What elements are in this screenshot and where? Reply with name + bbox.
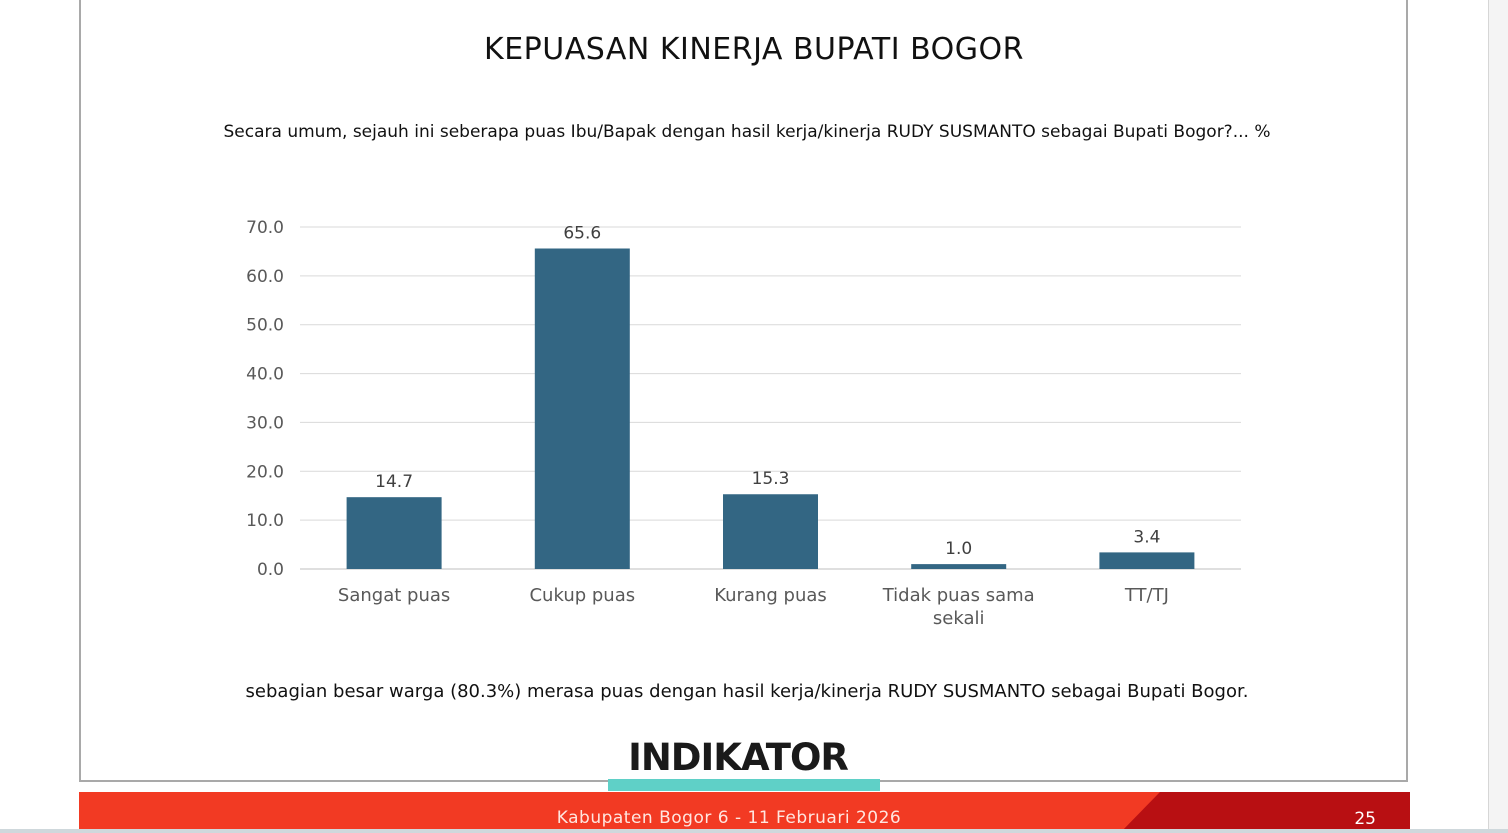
x-category-label: Tidak puas sama sekali	[882, 585, 1035, 629]
x-category-label: Sangat puas	[338, 585, 450, 606]
slide-title: KEPUASAN KINERJA BUPATI BOGOR	[484, 32, 1024, 67]
y-tick-label: 20.0	[246, 462, 284, 482]
bar	[723, 494, 818, 569]
footer-bar: Kabupaten Bogor 6 - 11 Februari 2026 25	[79, 792, 1410, 833]
survey-question: Secara umum, sejauh ini seberapa puas Ib…	[223, 122, 1271, 142]
page-number: 25	[1354, 809, 1376, 829]
y-tick-label: 50.0	[246, 316, 284, 336]
data-label: 15.3	[752, 469, 790, 489]
x-category-label: Kurang puas	[714, 585, 827, 606]
data-label: 3.4	[1133, 527, 1160, 547]
x-category-label: TT/TJ	[1124, 585, 1169, 606]
x-category-label: Cukup puas	[529, 585, 635, 606]
footer-accent-shape	[1120, 792, 1410, 833]
bar	[1099, 552, 1195, 569]
bar	[346, 497, 442, 569]
x-category-label-line: sekali	[933, 608, 985, 629]
x-category-label-line: Tidak puas sama	[882, 585, 1035, 606]
bar	[534, 248, 630, 570]
bar-chart: 0.0 10.0 20.0 30.0 40.0 50.0 60.0 70.0 14.7 Sanga…	[246, 218, 1241, 629]
y-tick-label: 0.0	[257, 560, 284, 580]
x-category-label-line: Kurang puas	[714, 585, 827, 606]
x-category-label-line: Cukup puas	[529, 585, 635, 606]
data-label: 65.6	[563, 223, 601, 243]
data-label: 14.7	[375, 472, 413, 492]
y-tick-label: 30.0	[246, 413, 284, 433]
chart-conclusion-note: sebagian besar warga (80.3%) merasa puas…	[245, 681, 1249, 702]
y-tick-label: 10.0	[246, 511, 284, 531]
data-label: 1.0	[945, 539, 972, 559]
footer-survey-info: Kabupaten Bogor 6 - 11 Februari 2026	[556, 808, 902, 828]
window-scrollbar-gutter	[1488, 0, 1508, 833]
logo-wordmark: INDIKATOR	[628, 736, 849, 779]
x-category-label-line: TT/TJ	[1124, 585, 1169, 606]
y-tick-label: 60.0	[246, 267, 284, 287]
bar	[911, 564, 1007, 569]
logo-accent-bar	[608, 779, 880, 791]
indikator-logo: INDIKATOR	[608, 736, 880, 800]
y-tick-label: 70.0	[246, 218, 284, 238]
slide-frame	[79, 0, 1408, 782]
x-category-label-line: Sangat puas	[338, 585, 450, 606]
y-tick-label: 40.0	[246, 365, 284, 385]
window-bottom-edge	[0, 829, 1508, 833]
